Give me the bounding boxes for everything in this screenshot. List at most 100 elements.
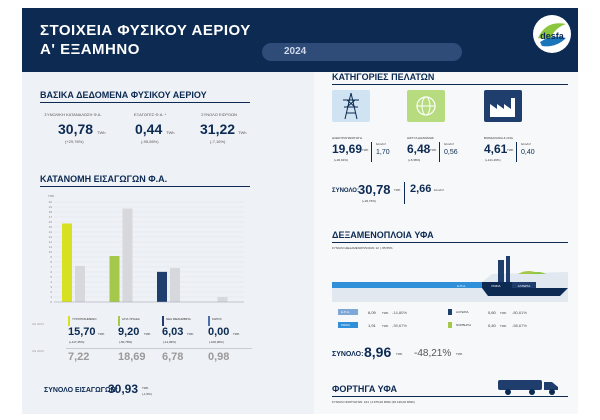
y-tick-label: 3 — [50, 285, 52, 289]
origin-swatch-algeria — [448, 309, 452, 315]
cat-power-label: ΗΛΕΚΤΡΟΠΑΡΑΓΩΓΗ — [332, 136, 362, 140]
source-prev-lng: 7,22 — [68, 351, 90, 363]
y-tick-label: 15 — [49, 225, 53, 229]
lng-divider — [332, 242, 568, 243]
cat-distribution-bcm-unit: bcm/m³ — [444, 142, 454, 146]
years-divider — [66, 348, 252, 349]
source-now-lng: 15,70 — [68, 326, 96, 338]
origin-name-usa: Η.Π.Α. — [341, 310, 350, 314]
source-name-kipoi: ΚΗΠΟΙ — [212, 317, 222, 321]
y-tick-label: 13 — [49, 235, 53, 239]
customers-total-value: 30,78 — [358, 182, 391, 197]
cat-industry-bcm: 0,40 — [521, 149, 535, 156]
lng-subtitle: ΣΥΝΟΛΟ ΔΕΞΑΜΕΝΟΠΛΟΙΩΝ: 12 | -55,55% — [332, 246, 393, 250]
kpi-inflows-change: (-7,16%) — [210, 139, 226, 144]
cat-industry-value: 4,61 — [484, 142, 508, 156]
source-change-agia-triada: (-50,78%) — [119, 340, 133, 344]
cat-power-bcm-unit: bcm/m³ — [376, 142, 386, 146]
kpi-exports-change: (-95,56%) — [141, 139, 159, 144]
origin-change-norway: -58,67% — [512, 323, 527, 328]
customers-divider — [332, 84, 568, 85]
lng-heading: ΔΕΞΑΜΕΝΟΠΛΟΙΑ ΥΦΑ — [332, 230, 434, 240]
y-tick-label: 11 — [49, 245, 52, 249]
origin-value-norway: 0,40 — [488, 323, 496, 328]
cat-power-separator — [371, 142, 372, 162]
origin-unit-russia: TWh — [382, 324, 389, 328]
y-tick-label: 14 — [49, 230, 53, 234]
y-tick-label: 7 — [50, 265, 52, 269]
customers-total-bcm-unit: bcm/m³ — [434, 188, 444, 192]
right-panel — [314, 72, 578, 414]
legend-swatch-kipoi — [208, 316, 210, 326]
lng-total-change-unit: TWh — [456, 352, 463, 356]
cat-distribution-unit: TWh — [430, 148, 437, 152]
source-change-kipoi: (-100,00%) — [209, 340, 224, 344]
origin-value-algeria: 0,60 — [488, 310, 496, 315]
source-name-lng: ΥΓΡΟΠΟΙΗΜΕΝΟ — [72, 317, 97, 321]
cat-distribution-bcm: 0,56 — [444, 149, 458, 156]
y-tick-label: 20 — [49, 200, 53, 204]
cat-power-bcm: 1,70 — [376, 149, 390, 156]
imports-heading: ΚΑΤΑΝΟΜΗ ΕΙΣΑΓΩΓΩΝ Φ.Α. — [40, 174, 168, 184]
lng-total-change: -48,21% — [414, 348, 452, 359]
cat-distribution-separator — [439, 142, 440, 162]
page-subtitle: Α' ΕΞΑΜΗΝΟ — [40, 41, 140, 58]
cat-power-unit: TWh — [362, 148, 369, 152]
origin-name-russia: ΡΩΣΙΑ — [341, 323, 350, 327]
tile-power-generation — [332, 90, 370, 122]
imports-total-unit: TWh — [142, 386, 149, 390]
customers-total-change: (+29,76%) — [362, 199, 376, 203]
y-tick-label: 0 — [50, 300, 52, 304]
origin-swatch-norway — [448, 322, 452, 328]
y-tick-label: 2 — [50, 290, 52, 294]
kpi-exports-label: ΕΞΑΓΩΓΕΣ Φ.Α. * — [133, 112, 167, 117]
origin-value-usa: 6,09 — [368, 310, 376, 315]
ship-band-russia — [482, 282, 512, 288]
source-unit-kipoi: TWh — [233, 332, 240, 336]
customers-total-separator — [404, 182, 405, 204]
y-tick-label: 19 — [49, 205, 53, 209]
origin-unit-usa: TWh — [382, 311, 389, 315]
origin-swatch-usa — [338, 309, 358, 315]
bar-2023-3 — [217, 297, 228, 302]
imports-total-change: (-1,5%) — [142, 392, 152, 396]
y-tick-label: 10 — [49, 250, 53, 254]
origin-change-russia: -39,67% — [392, 323, 407, 328]
year-pill — [262, 43, 462, 61]
globe-network-icon — [416, 96, 436, 116]
y-tick-label: 6 — [50, 270, 52, 274]
y-tick-label: 5 — [50, 275, 52, 279]
source-name-agia-triada: ΑΓΙΑ ΤΡΙΑΔΑ — [122, 317, 140, 321]
bar-2023-2 — [170, 268, 180, 302]
cat-distribution-label: ΔΙΚΤΥΑ ΔΙΑΝΟΜΗΣ — [407, 136, 434, 140]
source-prev-agia-triada: 18,69 — [118, 351, 146, 363]
lng-total-label: ΣΥΝΟΛΟ: — [332, 351, 364, 358]
imports-total-label: ΣΥΝΟΛΟ ΕΙΣΑΓΩΓΩΝ: — [44, 387, 118, 394]
origin-value-russia: 1,91 — [368, 323, 376, 328]
customers-total-label: ΣΥΝΟΛΟ: — [332, 188, 359, 194]
basic-data-divider — [40, 102, 250, 103]
y-tick-label: 4 — [50, 280, 52, 284]
bar-2023-0 — [75, 265, 85, 302]
cat-industry-change: (+141,26%) — [485, 158, 501, 162]
cat-industry-label: ΒΙΟΜΗΧΑΝΙΑ & CNG — [484, 136, 514, 140]
kpi-inflows-label: ΣΥΝΟΛΟ ΕΙΣΡΟΩΝ — [201, 112, 237, 117]
legend-swatch-nea-mesimvria — [162, 316, 164, 326]
origin-swatch-russia — [338, 322, 358, 328]
source-now-agia-triada: 9,20 — [118, 326, 140, 338]
origin-name-algeria: ΑΛΓΕΡΙΑ — [456, 310, 469, 314]
year-now-label: ΑΝ 2024 — [32, 322, 44, 326]
y-tick-label: 9 — [50, 255, 52, 259]
origin-name-norway: ΝΟΡΒΗΓΙΑ — [456, 323, 472, 327]
kpi-exports-unit: TWh — [166, 130, 175, 135]
origin-unit-norway: TWh — [500, 324, 507, 328]
tile-distribution — [407, 90, 445, 122]
kpi-consumption-change: (+29,76%) — [65, 139, 84, 144]
source-now-kipoi: 0,00 — [208, 326, 230, 338]
ship-band-algeria — [512, 282, 536, 288]
kpi-consumption-label: ΣΥΝΟΛΙΚΗ ΚΑΤΑΝΑΛΩΣΗ Φ.Α. — [44, 112, 102, 117]
y-tick-label: 12 — [49, 240, 53, 244]
cat-industry-separator — [516, 142, 517, 162]
cat-industry-bcm-unit: bcm/m³ — [521, 142, 531, 146]
